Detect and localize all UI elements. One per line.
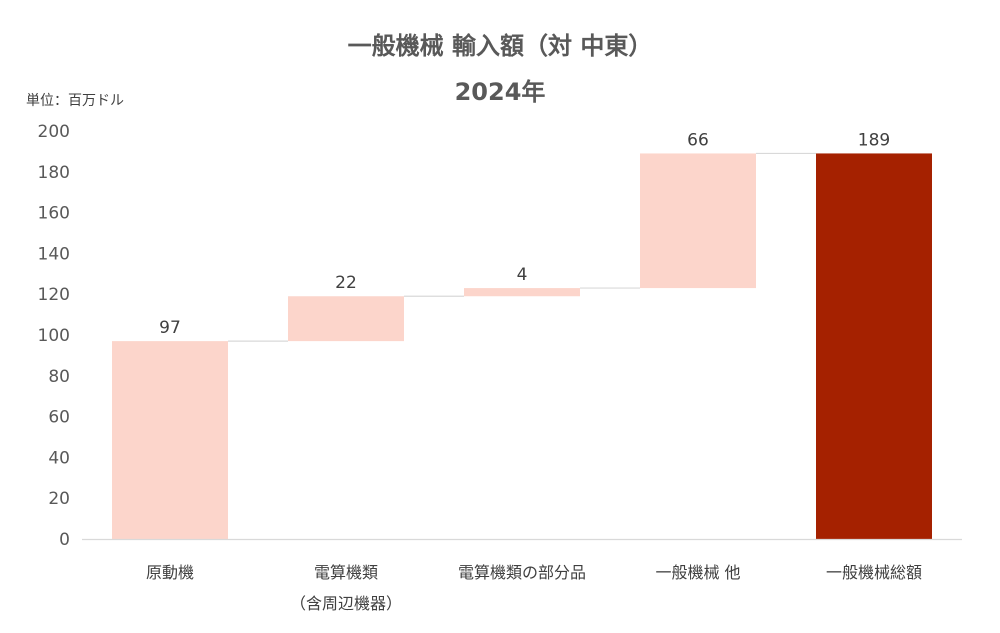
data-label: 66 bbox=[687, 130, 709, 150]
category-label: 一般機械総額 bbox=[826, 563, 922, 582]
increment-bar bbox=[464, 288, 580, 297]
increment-bar bbox=[288, 296, 404, 342]
category-label: 電算機類の部分品 bbox=[458, 563, 586, 582]
data-label: 189 bbox=[858, 130, 890, 150]
y-tick-label: 80 bbox=[48, 367, 70, 387]
y-tick-label: 120 bbox=[38, 285, 70, 305]
connectors bbox=[228, 152, 816, 342]
increment-bar bbox=[112, 341, 228, 539]
data-label: 97 bbox=[159, 318, 181, 338]
total-bar bbox=[816, 153, 932, 539]
chart-title: 一般機械 輸入額（対 中東） bbox=[347, 32, 653, 60]
y-tick-label: 160 bbox=[38, 204, 70, 224]
y-tick-label: 60 bbox=[48, 408, 70, 428]
chart-subtitle: 2024年 bbox=[454, 78, 546, 106]
bars bbox=[112, 153, 932, 539]
category-label: 一般機械 他 bbox=[655, 563, 740, 582]
unit-label: 単位：百万ドル bbox=[26, 93, 124, 109]
data-label: 22 bbox=[335, 273, 357, 293]
category-label: 原動機 bbox=[146, 563, 194, 582]
increment-bar bbox=[640, 153, 756, 289]
y-axis: 0 20 40 60 80 100 120 140 160 180 200 bbox=[38, 122, 70, 550]
category-label: 電算機類 bbox=[314, 563, 378, 582]
y-tick-label: 20 bbox=[48, 489, 70, 509]
y-tick-label: 140 bbox=[38, 244, 70, 264]
data-labels: 97 22 4 66 189 bbox=[159, 130, 890, 338]
y-tick-label: 100 bbox=[38, 326, 70, 346]
y-tick-label: 40 bbox=[48, 448, 70, 468]
y-tick-label: 200 bbox=[38, 122, 70, 142]
x-axis: 原動機 電算機類 （含周辺機器） 電算機類の部分品 一般機械 他 一般機械総額 bbox=[82, 538, 962, 613]
y-tick-label: 0 bbox=[59, 530, 70, 550]
y-tick-label: 180 bbox=[38, 163, 70, 183]
data-label: 4 bbox=[517, 265, 528, 285]
category-label: （含周辺機器） bbox=[290, 594, 402, 613]
